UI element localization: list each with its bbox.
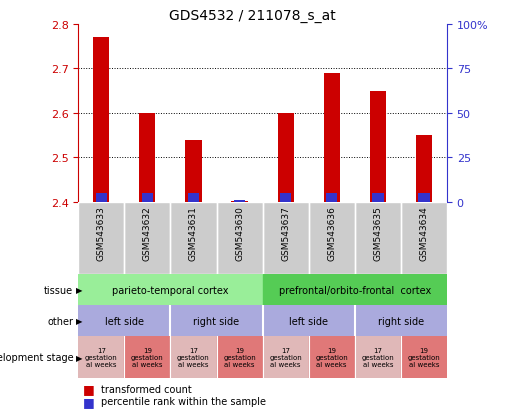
Text: GSM543637: GSM543637 (281, 206, 290, 261)
Bar (217, 337, 263, 378)
Bar (355, 202, 401, 275)
Text: percentile rank within the sample: percentile rank within the sample (101, 396, 266, 406)
Text: 17
gestation
al weeks: 17 gestation al weeks (177, 347, 210, 367)
Text: 17
gestation
al weeks: 17 gestation al weeks (85, 347, 118, 367)
Text: right side: right side (193, 316, 239, 326)
Bar (78, 202, 124, 275)
Text: ■: ■ (83, 395, 95, 408)
Bar (418, 193, 430, 202)
Text: ▶: ▶ (76, 317, 82, 325)
Text: GDS4532 / 211078_s_at: GDS4532 / 211078_s_at (169, 9, 336, 23)
Bar (324, 74, 340, 202)
Bar (370, 91, 386, 202)
Bar (78, 275, 263, 306)
Bar (139, 114, 156, 202)
Bar (124, 202, 171, 275)
Bar (78, 306, 171, 337)
Text: GSM543633: GSM543633 (97, 206, 106, 261)
Text: ▶: ▶ (76, 353, 82, 362)
Text: parieto-temporal cortex: parieto-temporal cortex (112, 285, 229, 295)
Bar (355, 337, 401, 378)
Text: 19
gestation
al weeks: 19 gestation al weeks (131, 347, 164, 367)
Text: GSM543636: GSM543636 (327, 206, 336, 261)
Text: transformed count: transformed count (101, 384, 192, 394)
Bar (217, 202, 263, 275)
Bar (78, 337, 124, 378)
Bar (401, 202, 447, 275)
Text: 17
gestation
al weeks: 17 gestation al weeks (269, 347, 302, 367)
Bar (309, 202, 355, 275)
Text: other: other (47, 316, 73, 326)
Text: GSM543631: GSM543631 (189, 206, 198, 261)
Bar (280, 193, 291, 202)
Bar (263, 306, 355, 337)
Text: left side: left side (105, 316, 144, 326)
Bar (416, 136, 432, 202)
Bar (171, 306, 263, 337)
Text: 19
gestation
al weeks: 19 gestation al weeks (223, 347, 256, 367)
Bar (185, 140, 201, 202)
Text: right side: right side (378, 316, 424, 326)
Bar (124, 202, 171, 275)
Bar (124, 337, 171, 378)
Text: 19
gestation
al weeks: 19 gestation al weeks (408, 347, 440, 367)
Text: GSM543635: GSM543635 (373, 206, 382, 261)
Bar (309, 202, 355, 275)
Text: ▶: ▶ (76, 286, 82, 294)
Text: tissue: tissue (44, 285, 73, 295)
Bar (372, 193, 384, 202)
Text: prefrontal/orbito-frontal  cortex: prefrontal/orbito-frontal cortex (279, 285, 431, 295)
Text: GSM543634: GSM543634 (419, 206, 428, 261)
Bar (278, 114, 294, 202)
Bar (188, 193, 199, 202)
Text: GSM543630: GSM543630 (235, 206, 244, 261)
Bar (95, 193, 107, 202)
Bar (263, 337, 309, 378)
Bar (326, 193, 337, 202)
Text: development stage: development stage (0, 352, 73, 362)
Bar (263, 202, 309, 275)
Bar (171, 202, 217, 275)
Text: ■: ■ (83, 382, 95, 395)
Bar (263, 202, 309, 275)
Bar (263, 275, 447, 306)
Bar (401, 202, 447, 275)
Bar (93, 38, 110, 202)
Text: left side: left side (289, 316, 328, 326)
Bar (141, 193, 153, 202)
Bar (401, 337, 447, 378)
Text: 17
gestation
al weeks: 17 gestation al weeks (362, 347, 394, 367)
Bar (355, 306, 447, 337)
Text: GSM543632: GSM543632 (143, 206, 152, 261)
Bar (309, 337, 355, 378)
Bar (234, 201, 245, 202)
Bar (217, 202, 263, 275)
Bar (355, 202, 401, 275)
Text: 19
gestation
al weeks: 19 gestation al weeks (315, 347, 348, 367)
Bar (171, 337, 217, 378)
Bar (78, 202, 124, 275)
Bar (171, 202, 217, 275)
